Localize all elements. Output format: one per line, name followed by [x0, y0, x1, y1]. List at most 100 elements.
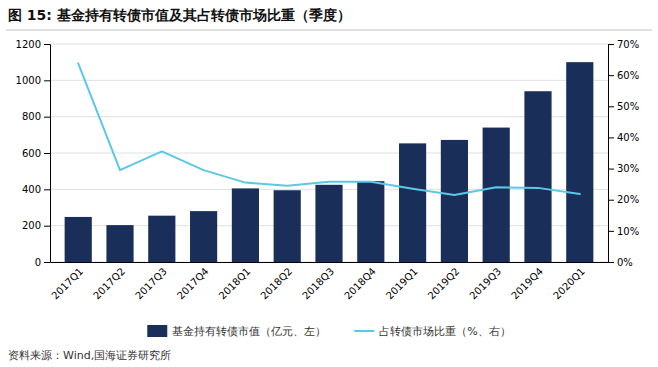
chart: 图 15: 基金持有转债市值及其占转债市场比重（季度） 0 200 400 600 800… [0, 0, 658, 367]
tick-mark [608, 137, 614, 138]
tick-label: 600 [22, 148, 41, 159]
tick-mark [44, 44, 50, 45]
bar [524, 91, 551, 262]
x-axis: 2017Q12017Q22017Q32017Q42018Q12018Q22018… [49, 263, 608, 302]
x-tick: 2018Q3 [300, 266, 336, 302]
legend-swatch [354, 330, 374, 332]
tick-mark [608, 169, 614, 170]
y-tick: 1000 [16, 75, 50, 86]
y2-tick: 10% [608, 226, 639, 237]
legend-item: 占转债市场比重（%、右） [354, 325, 510, 338]
axis-domain [51, 262, 609, 263]
grid-line [50, 153, 608, 154]
tick-label: 200 [22, 220, 41, 231]
y-tick: 800 [22, 111, 50, 122]
y2-tick: 0% [608, 257, 633, 268]
tick-label: 2017Q4 [175, 266, 211, 302]
x-tick: 2019Q3 [467, 266, 503, 302]
tick-label: 2018Q2 [258, 266, 294, 302]
plot: 0 200 400 600 800 1000 1200 0% 10% 20% 30% 40% 50% 60… [16, 39, 640, 302]
line [78, 63, 580, 195]
tick-mark [44, 117, 50, 118]
tick-label: 40% [617, 132, 639, 143]
bar [483, 128, 510, 262]
tick-label: 400 [22, 184, 41, 195]
tick-label: 800 [22, 111, 41, 122]
tick-mark [44, 189, 50, 190]
tick-label: 2018Q1 [217, 266, 253, 302]
x-tick: 2018Q2 [258, 266, 294, 302]
y-tick: 0 [35, 257, 50, 268]
y2-axis: 0% 10% 20% 30% 40% 50% 60% 70% [608, 39, 639, 268]
y-tick: 200 [22, 220, 50, 231]
tick-mark [44, 226, 50, 227]
y-axis: 0 200 400 600 800 1000 1200 [16, 39, 51, 268]
bar [106, 225, 133, 262]
tick-mark [608, 231, 614, 232]
tick-mark [44, 80, 50, 81]
x-tick: 2020Q1 [551, 266, 587, 302]
tick-label: 0 [35, 257, 41, 268]
tick-label: 0% [617, 257, 633, 268]
tick-label: 2017Q1 [49, 266, 85, 302]
tick-mark [608, 75, 614, 76]
bar [148, 216, 175, 262]
tick-label: 50% [617, 101, 639, 112]
tick-label: 10% [617, 226, 639, 237]
tick-mark [44, 153, 50, 154]
tick-label: 20% [617, 194, 639, 205]
tick-label: 2019Q2 [426, 266, 462, 302]
legend-item: 基金持有转债市值（亿元、左） [147, 325, 326, 338]
tick-label: 2019Q3 [467, 266, 503, 302]
tick-label: 60% [617, 70, 639, 81]
divider [6, 30, 652, 31]
x-tick: 2017Q4 [175, 266, 211, 302]
marks [65, 62, 594, 262]
x-tick: 2018Q1 [217, 266, 253, 302]
bar [399, 143, 426, 262]
bar [357, 181, 384, 262]
tick-label: 2018Q4 [342, 266, 378, 302]
x-tick: 2017Q2 [91, 266, 127, 302]
y-tick: 400 [22, 184, 50, 195]
axis-domain [609, 45, 615, 263]
source: 资料来源：Wind,国海证券研究所 [8, 349, 171, 362]
tick-mark [44, 262, 50, 263]
bar [232, 188, 259, 262]
y2-tick: 50% [608, 101, 639, 112]
tick-label: 1200 [16, 39, 41, 50]
tick-label: 70% [617, 39, 639, 50]
y-tick: 600 [22, 148, 50, 159]
bar-series [65, 62, 594, 262]
x-tick: 2019Q2 [426, 266, 462, 302]
tick-label: 1000 [16, 75, 41, 86]
axis-domain [44, 45, 51, 263]
tick-label: 2019Q1 [384, 266, 420, 302]
bar [190, 211, 217, 262]
x-tick: 2019Q1 [384, 266, 420, 302]
y2-tick: 20% [608, 194, 639, 205]
grid-line [50, 80, 608, 81]
bar [441, 140, 468, 262]
y2-tick: 40% [608, 132, 639, 143]
x-tick: 2017Q1 [49, 266, 85, 302]
grid-line [50, 116, 608, 117]
tick-label: 2017Q3 [133, 266, 169, 302]
y2-tick: 70% [608, 39, 639, 50]
y2-tick: 30% [608, 163, 639, 174]
bar [315, 185, 342, 262]
title: 图 15: 基金持有转债市值及其占转债市场比重（季度） [8, 7, 351, 23]
bar [566, 62, 593, 262]
y2-tick: 60% [608, 70, 639, 81]
legend-swatch [147, 325, 167, 337]
legend-label: 占转债市场比重（%、右） [379, 325, 510, 338]
tick-mark [608, 44, 614, 45]
x-tick: 2017Q3 [133, 266, 169, 302]
tick-label: 2020Q1 [551, 266, 587, 302]
bar [274, 190, 301, 262]
y-tick: 1200 [16, 39, 50, 50]
x-tick: 2019Q4 [509, 266, 545, 302]
legend: 基金持有转债市值（亿元、左） 占转债市场比重（%、右） [147, 325, 510, 338]
legend-label: 基金持有转债市值（亿元、左） [172, 325, 326, 338]
tick-label: 2019Q4 [509, 266, 545, 302]
